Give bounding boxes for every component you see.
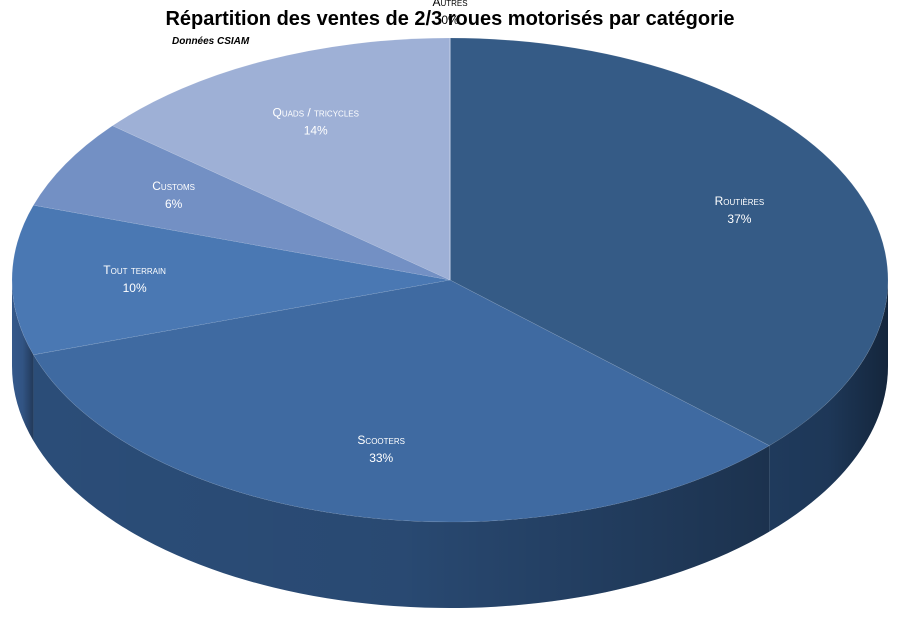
slice-label-quads-tricycles: Quads / tricycles [272, 105, 358, 119]
pie-slice-quads-tricycles [111, 37, 451, 281]
pie-slice-tout-terrain [11, 204, 451, 356]
slice-label-routieres: Routières [715, 194, 765, 208]
pie-side-shade-tout-terrain [12, 280, 34, 441]
slice-percent-scooters: 33% [369, 451, 393, 465]
chart-title: Répartition des ventes de 2/3 roues moto… [165, 8, 735, 30]
slice-label-tout-terrain: Tout terrain [103, 263, 166, 277]
slice-percent-tout-terrain: 10% [123, 281, 147, 295]
pie-top-layer [11, 37, 889, 523]
chart-subtitle: Données CSIAM [172, 36, 250, 47]
slice-label-scooters: Scooters [357, 433, 405, 447]
slice-percent-routieres: 37% [727, 212, 751, 226]
slice-percent-autres: 0% [441, 13, 459, 27]
pie-slice-customs [32, 125, 451, 281]
pie-slice-routieres [449, 37, 889, 447]
pie-side-layer [12, 280, 888, 608]
slice-percent-customs: 6% [165, 197, 183, 211]
pie-label-layer: Routières 37% Scooters 33% Tout terrain 10% Cu… [103, 0, 764, 465]
slice-percent-quads-tricycles: 14% [304, 123, 328, 137]
slice-label-autres: Autres [432, 0, 467, 9]
pie-side-shade-scooters [33, 354, 770, 608]
slice-label-customs: Customs [152, 179, 195, 193]
pie-side-shade-routieres [769, 280, 888, 532]
pie-slice-scooters [32, 279, 770, 523]
